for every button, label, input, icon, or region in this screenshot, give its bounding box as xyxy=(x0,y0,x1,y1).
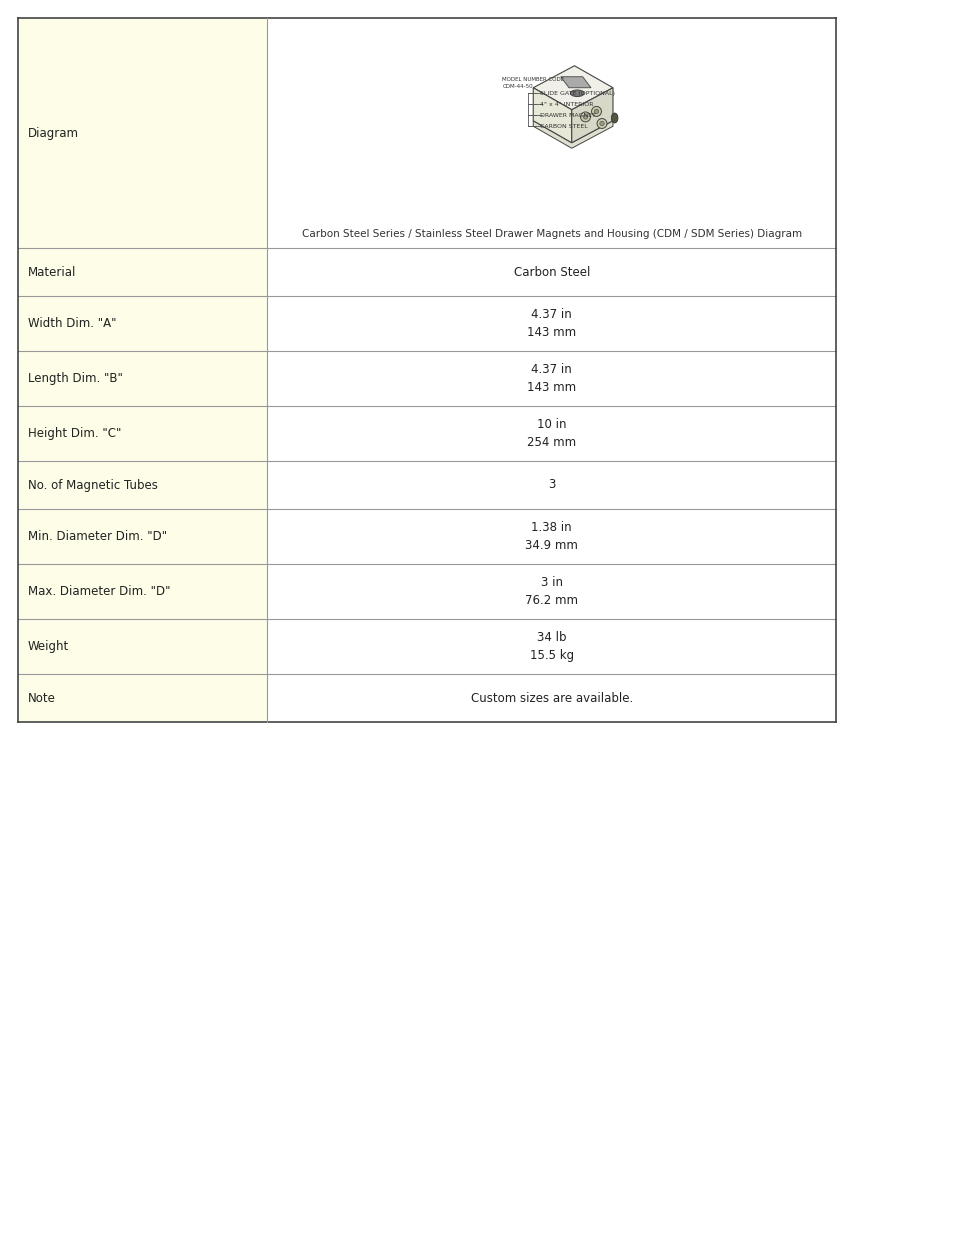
Bar xyxy=(18,564,267,619)
Text: SLIDE GATE (OPTIONAL): SLIDE GATE (OPTIONAL) xyxy=(540,90,615,96)
Text: CDM-44-50: CDM-44-50 xyxy=(502,84,533,89)
Bar xyxy=(267,19,835,248)
Text: Weight: Weight xyxy=(28,640,70,653)
Text: MODEL NUMBER CODE: MODEL NUMBER CODE xyxy=(502,77,564,82)
Bar xyxy=(267,509,835,564)
Text: No. of Magnetic Tubes: No. of Magnetic Tubes xyxy=(28,478,157,492)
Text: Diagram: Diagram xyxy=(28,126,79,140)
Bar xyxy=(267,674,835,722)
Bar xyxy=(267,296,835,351)
Ellipse shape xyxy=(591,106,600,116)
Text: DRAWER MAGNET: DRAWER MAGNET xyxy=(540,112,596,117)
Polygon shape xyxy=(533,65,613,110)
Ellipse shape xyxy=(597,119,606,128)
Bar xyxy=(18,406,267,461)
Bar xyxy=(18,351,267,406)
Bar xyxy=(267,351,835,406)
Bar xyxy=(267,461,835,509)
Bar xyxy=(267,406,835,461)
Bar xyxy=(18,674,267,722)
Polygon shape xyxy=(533,88,571,143)
Ellipse shape xyxy=(570,90,583,96)
Text: 4.37 in
143 mm: 4.37 in 143 mm xyxy=(527,308,576,338)
Text: 10 in
254 mm: 10 in 254 mm xyxy=(527,417,576,450)
Text: Max. Diameter Dim. "D": Max. Diameter Dim. "D" xyxy=(28,585,171,598)
Polygon shape xyxy=(571,88,613,143)
Bar xyxy=(18,248,267,296)
Text: 3: 3 xyxy=(547,478,555,492)
Polygon shape xyxy=(560,77,590,88)
Ellipse shape xyxy=(582,115,587,119)
Text: Material: Material xyxy=(28,266,76,279)
Text: Length Dim. "B": Length Dim. "B" xyxy=(28,372,123,385)
Bar xyxy=(18,619,267,674)
Bar xyxy=(18,296,267,351)
Ellipse shape xyxy=(611,114,618,124)
Bar xyxy=(267,248,835,296)
Bar xyxy=(18,509,267,564)
Ellipse shape xyxy=(594,109,598,114)
Text: 4.37 in
143 mm: 4.37 in 143 mm xyxy=(527,363,576,394)
Text: Width Dim. "A": Width Dim. "A" xyxy=(28,317,116,330)
Text: 1.38 in
34.9 mm: 1.38 in 34.9 mm xyxy=(525,521,578,552)
Text: Height Dim. "C": Height Dim. "C" xyxy=(28,427,121,440)
Text: Custom sizes are available.: Custom sizes are available. xyxy=(470,692,632,704)
Bar xyxy=(267,619,835,674)
Text: Min. Diameter Dim. "D": Min. Diameter Dim. "D" xyxy=(28,530,167,543)
Text: 4" x 4" INTERIOR: 4" x 4" INTERIOR xyxy=(540,101,594,106)
Ellipse shape xyxy=(580,112,590,122)
Text: Carbon Steel: Carbon Steel xyxy=(513,266,589,279)
Bar xyxy=(18,461,267,509)
Text: 3 in
76.2 mm: 3 in 76.2 mm xyxy=(525,576,578,606)
Polygon shape xyxy=(533,121,613,148)
Text: CARBON STEEL: CARBON STEEL xyxy=(540,124,588,128)
Text: 34 lb
15.5 kg: 34 lb 15.5 kg xyxy=(529,631,573,662)
Bar xyxy=(18,19,267,248)
Bar xyxy=(267,564,835,619)
Text: Carbon Steel Series / Stainless Steel Drawer Magnets and Housing (CDM / SDM Seri: Carbon Steel Series / Stainless Steel Dr… xyxy=(301,228,801,240)
Ellipse shape xyxy=(599,121,603,126)
Text: Note: Note xyxy=(28,692,56,704)
